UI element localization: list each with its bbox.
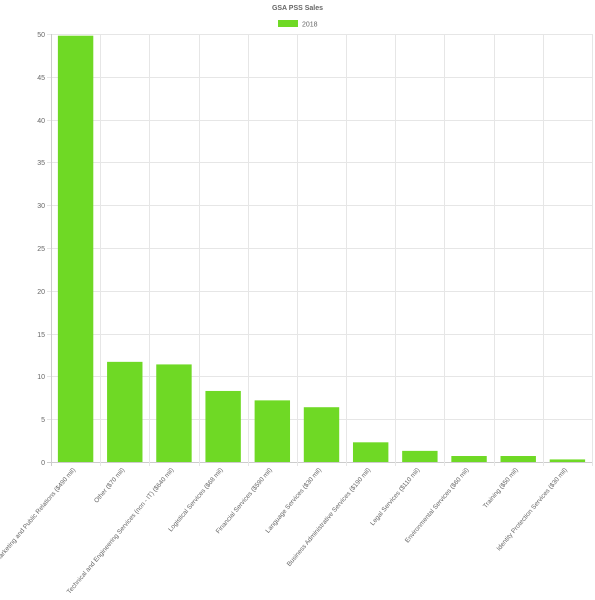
y-tick-label: 30	[37, 203, 45, 210]
bar[interactable]	[57, 35, 94, 462]
bar[interactable]	[205, 390, 241, 462]
bar[interactable]	[107, 361, 143, 462]
x-tick-label: Language Services ($30 mil)	[264, 467, 323, 535]
x-tick-label: Financial Services ($590 mil)	[215, 467, 274, 535]
bar[interactable]	[549, 459, 586, 462]
bar[interactable]	[451, 456, 487, 462]
bar[interactable]	[500, 456, 536, 462]
y-tick-label: 0	[41, 460, 45, 467]
x-tick-label: Other ($70 mil)	[93, 467, 126, 505]
y-tick-label: 20	[37, 289, 45, 296]
y-tick-label: 10	[37, 374, 45, 381]
bar[interactable]	[254, 400, 291, 462]
legend[interactable]: 2018	[278, 20, 318, 29]
x-tick-label: Legal Services ($110 mil)	[369, 467, 421, 527]
x-axis: Marketing and Public Relations ($490 mil…	[0, 467, 569, 596]
bars	[57, 35, 586, 462]
x-tick-label: Logistical Services ($68 mil)	[167, 467, 224, 533]
bar[interactable]	[352, 442, 389, 462]
y-tick-label: 5	[41, 417, 45, 424]
x-tick-label: Technical and Engineering Services (non …	[66, 467, 176, 595]
bar[interactable]	[402, 450, 438, 462]
x-tick-label: Business Administrative Services ($190 m…	[286, 467, 372, 568]
legend-label: 2018	[302, 22, 318, 29]
y-tick-label: 25	[37, 246, 45, 253]
x-tick-label: Training ($50 mil)	[482, 467, 520, 510]
y-tick-label: 40	[37, 118, 45, 125]
chart-title: GSA PSS Sales	[272, 5, 323, 12]
x-tick-label: Marketing and Public Relations ($490 mil…	[0, 467, 77, 564]
y-tick-label: 50	[37, 32, 45, 39]
bar[interactable]	[303, 407, 340, 462]
y-tick-label: 45	[37, 75, 45, 82]
gridlines	[47, 34, 593, 466]
bar[interactable]	[156, 364, 192, 462]
y-axis: 0 5 10 15 20 25 30 35 40 45 50	[37, 32, 45, 467]
legend-swatch	[278, 20, 298, 27]
y-tick-label: 35	[37, 160, 45, 167]
y-tick-label: 15	[37, 332, 45, 339]
